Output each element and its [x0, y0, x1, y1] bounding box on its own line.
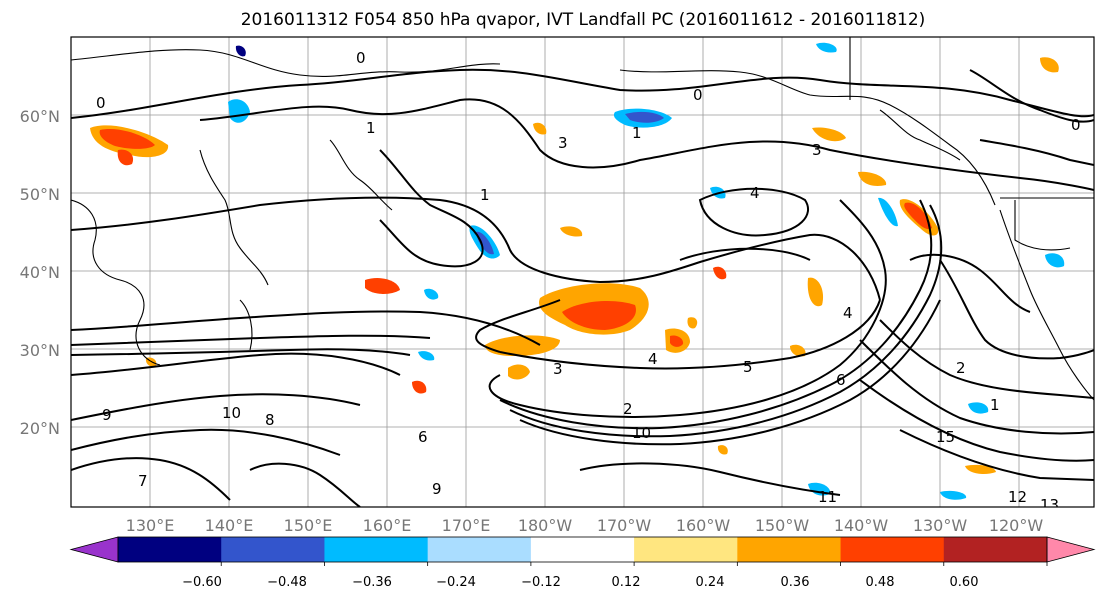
lon-label: 150°E [284, 516, 333, 535]
longitude-labels: 130°E 140°E 150°E 160°E 170°E 180°W 170°… [126, 516, 1044, 535]
lon-label: 170°W [597, 516, 652, 535]
contour-labels: 0 0 0 0 1 1 1 1 2 2 3 3 3 4 4 4 5 6 6 7 [96, 49, 1081, 514]
contour-label: 0 [356, 49, 366, 67]
lon-label: 130°E [126, 516, 175, 535]
contour-label: 11 [818, 488, 837, 506]
colorbar-tick-labels: −0.60 −0.48 −0.36 −0.24 −0.12 0.12 0.24 … [182, 575, 978, 590]
contour-label: 2 [623, 400, 633, 418]
positive-anomaly-central [485, 283, 698, 380]
colorbar-tick-label: 0.60 [950, 575, 979, 590]
contour-label: 4 [843, 304, 853, 322]
colorbar-tick-label: 0.12 [612, 575, 641, 590]
contour-label: 2 [956, 359, 966, 377]
coastlines [71, 37, 1094, 401]
contour-label: 5 [743, 358, 753, 376]
contour-label: 3 [558, 134, 568, 152]
contour-label: 13 [1040, 496, 1059, 514]
contour-label: 6 [418, 428, 428, 446]
map-panel: 0 0 0 0 1 1 1 1 2 2 3 3 3 4 4 4 5 6 6 7 [70, 36, 1095, 514]
lon-label: 130°W [913, 516, 968, 535]
colorbar-tick-label: −0.60 [182, 575, 222, 590]
contour-label: 12 [1008, 488, 1027, 506]
contour-label: 3 [812, 141, 822, 159]
colorbar-frame [117, 536, 1048, 563]
colorbar-extend-max [1046, 536, 1096, 563]
lon-label: 120°W [989, 516, 1044, 535]
contour-label: 4 [648, 350, 658, 368]
lon-label: 140°W [834, 516, 889, 535]
contour-label: 6 [836, 371, 846, 389]
colorbar-tick-label: −0.24 [436, 575, 476, 590]
lon-label: 180°W [518, 516, 573, 535]
lon-label: 160°E [363, 516, 412, 535]
colorbar-tick-label: 0.24 [696, 575, 725, 590]
contour-label: 9 [432, 480, 442, 498]
colorbar-bin [118, 537, 222, 562]
colorbar-bin [840, 537, 945, 562]
colorbar-tick-label: −0.36 [352, 575, 392, 590]
contour-label: 9 [102, 406, 112, 424]
map-frame [70, 36, 1095, 508]
colorbar-tick-label: 0.36 [781, 575, 810, 590]
contour-label: 3 [553, 360, 563, 378]
lon-label: 150°W [755, 516, 810, 535]
colorbar-bin [324, 537, 429, 562]
shaded-anomalies [90, 42, 1065, 500]
colorbar-bin [221, 537, 325, 562]
lat-label: 50°N [20, 185, 60, 204]
colorbar-extend-min [69, 536, 119, 563]
latitude-labels: 60°N 50°N 40°N 30°N 20°N [20, 107, 60, 438]
contour-label: 1 [990, 396, 1000, 414]
colorbar-tick-label: 0.48 [866, 575, 895, 590]
map-content: 0 0 0 0 1 1 1 1 2 2 3 3 3 4 4 4 5 6 6 7 [71, 37, 1094, 514]
colorbar-bin [530, 537, 635, 562]
contour-label: 1 [632, 124, 642, 142]
contour-label: 0 [693, 86, 703, 104]
lat-label: 60°N [20, 107, 60, 126]
positive-anomaly-nw-pacific [90, 125, 427, 394]
colorbar-bin [943, 537, 1048, 562]
lon-label: 170°E [442, 516, 491, 535]
contour-label: 10 [632, 424, 651, 442]
contour-label: 1 [366, 119, 376, 137]
contour-label: 0 [96, 94, 106, 112]
contour-label: 8 [265, 411, 275, 429]
plot-title: 2016011312 F054 850 hPa qvapor, IVT Land… [241, 10, 926, 30]
colorbar-bin [634, 537, 738, 562]
lat-label: 20°N [20, 419, 60, 438]
contour-label: 4 [750, 184, 760, 202]
colorbar [69, 536, 1096, 566]
lat-label: 40°N [20, 263, 60, 282]
colorbar-tick-label: −0.12 [521, 575, 561, 590]
contour-label: 0 [1071, 116, 1081, 134]
contours [71, 68, 1094, 507]
colorbar-bin [737, 537, 842, 562]
contour-label: 7 [138, 472, 148, 490]
lat-label: 30°N [20, 341, 60, 360]
lon-label: 160°W [676, 516, 731, 535]
contour-label: 10 [222, 404, 241, 422]
lon-label: 140°E [205, 516, 254, 535]
colorbar-tick-label: −0.48 [267, 575, 307, 590]
colorbar-bin [427, 537, 532, 562]
positive-anomaly-ne-pacific [533, 57, 1059, 474]
contour-label: 15 [936, 428, 955, 446]
contour-label: 1 [480, 186, 490, 204]
